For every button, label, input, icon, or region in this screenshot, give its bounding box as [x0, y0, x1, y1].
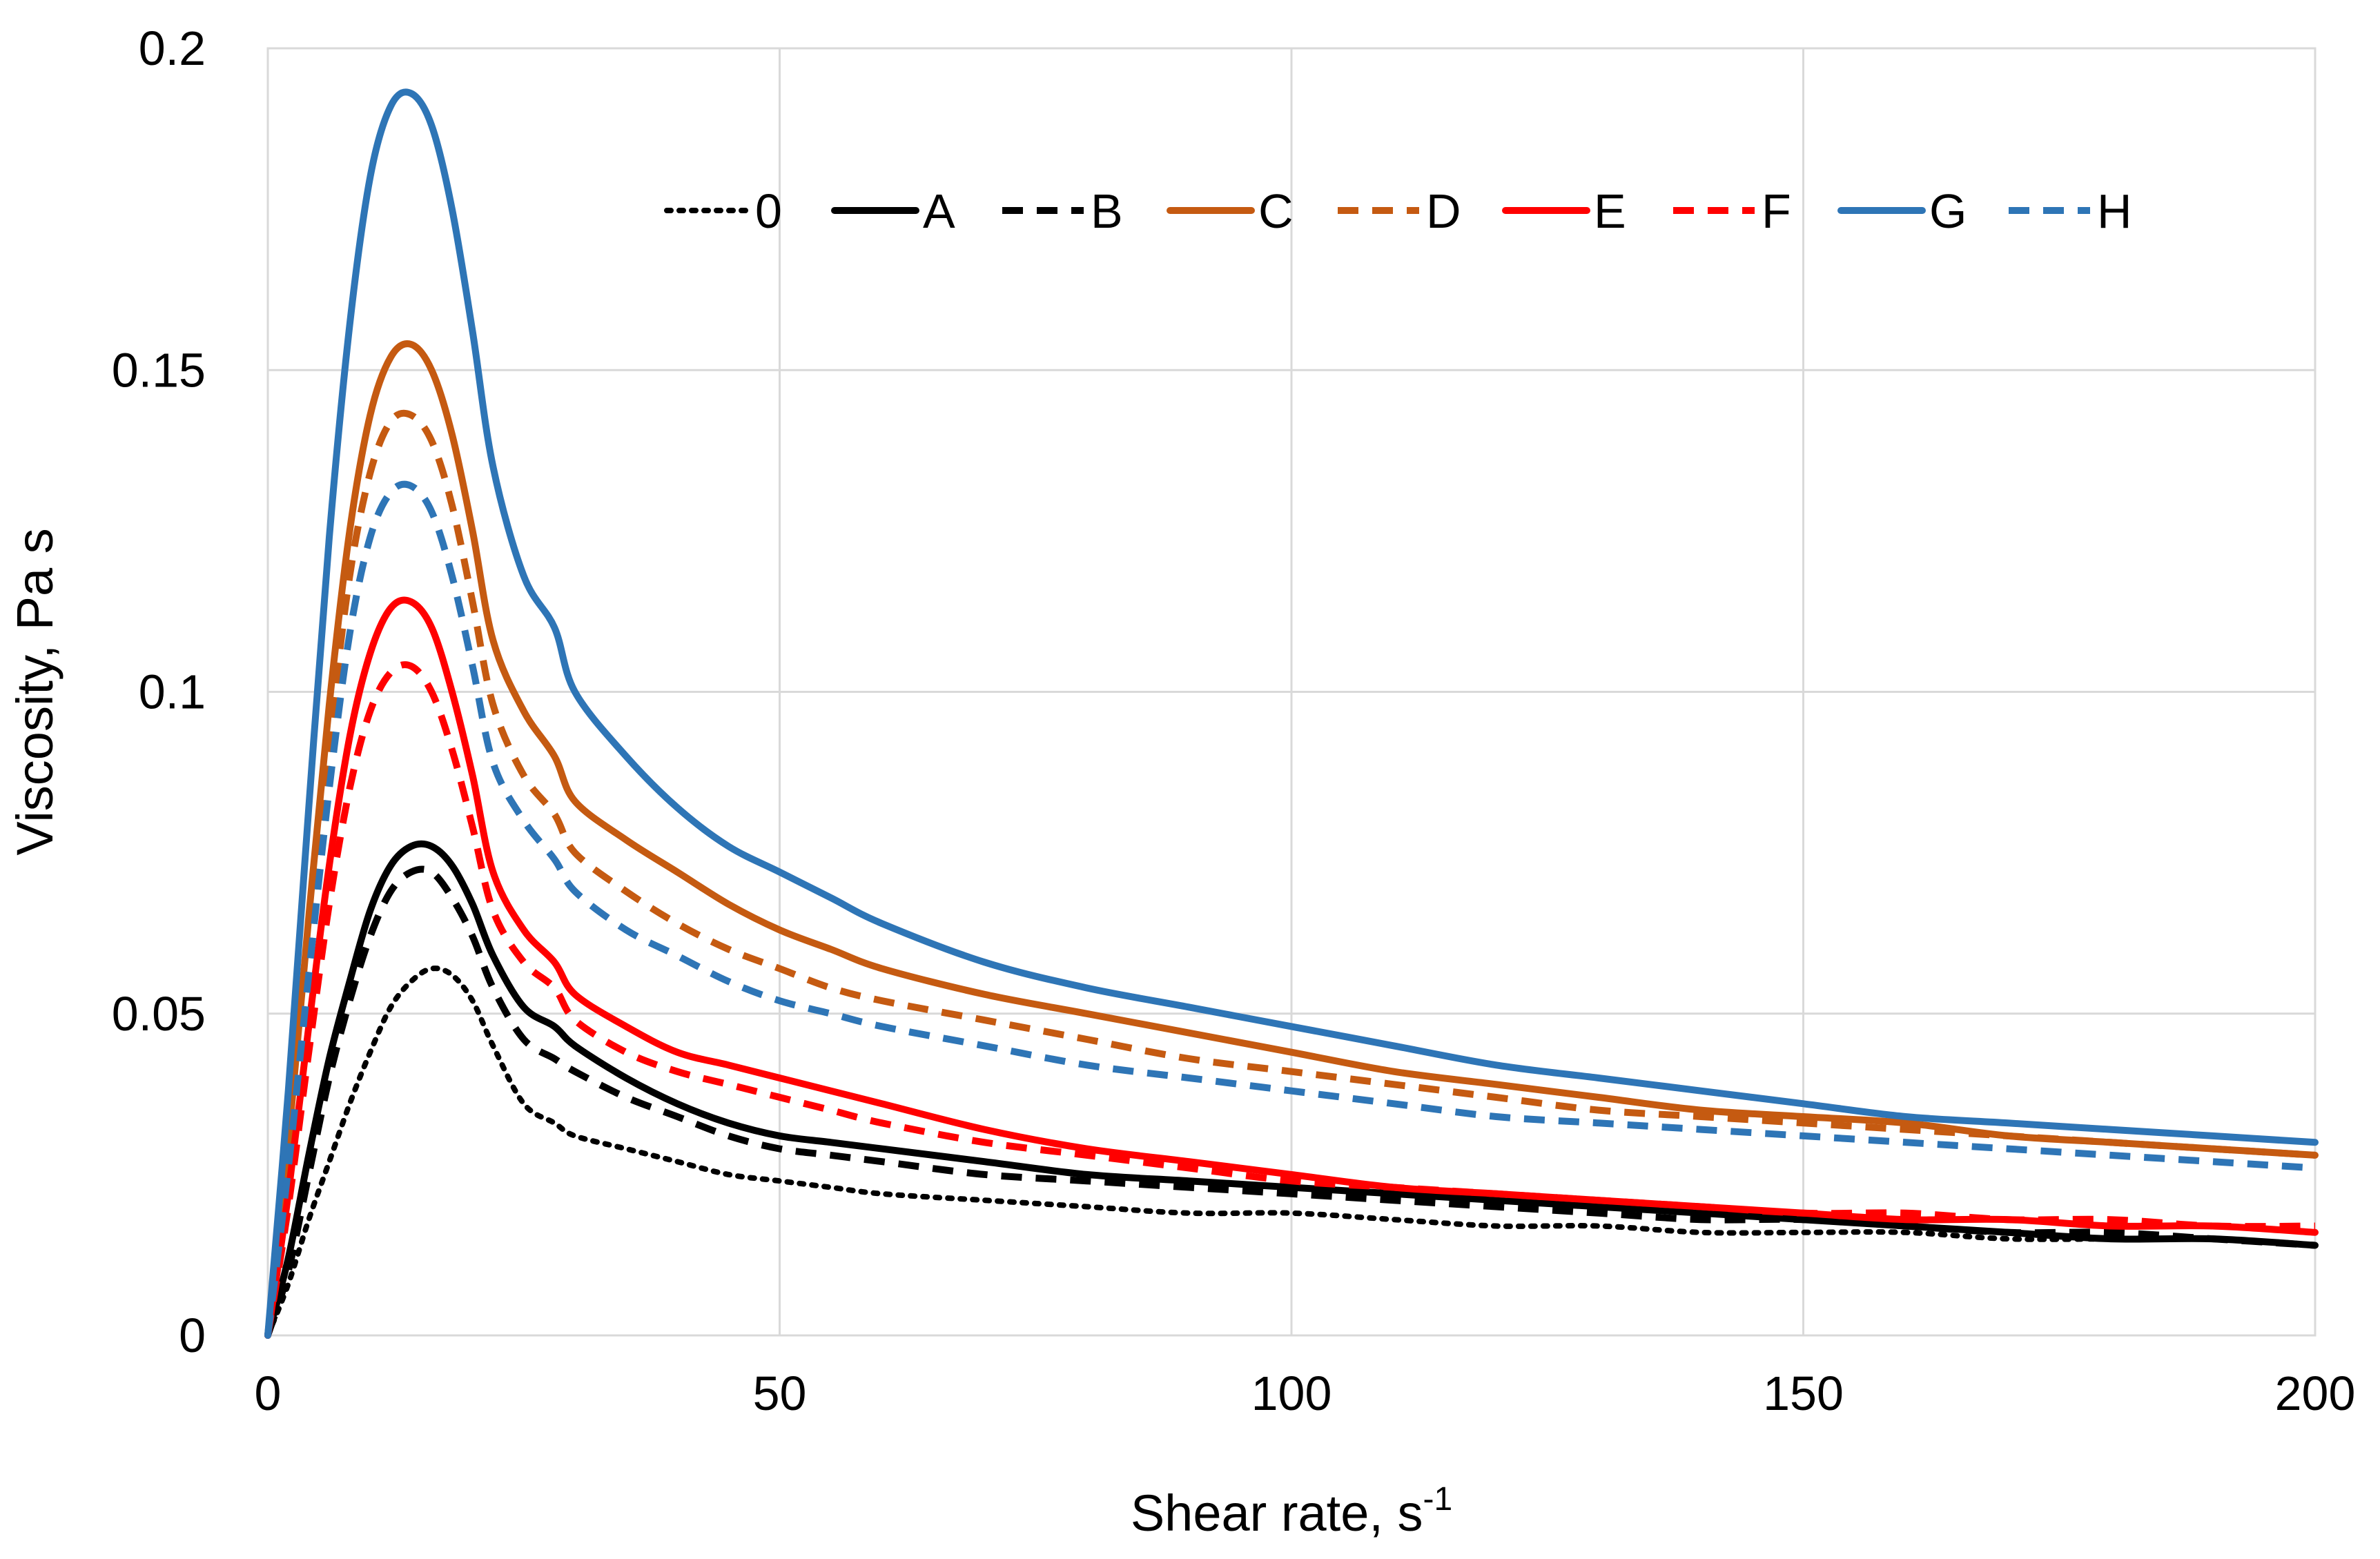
y-tick-label: 0 — [179, 1308, 206, 1362]
legend-label-E: E — [1594, 184, 1626, 238]
legend-label-A: A — [923, 184, 955, 238]
series-lines — [264, 88, 2319, 1339]
y-axis-title: Viscosity, Pa s — [6, 528, 64, 855]
y-tick-label: 0.05 — [112, 987, 206, 1041]
legend-label-B: B — [1091, 184, 1123, 238]
legend-label-F: F — [1762, 184, 1791, 238]
series-line-E — [264, 596, 2319, 1339]
legend-label-G: G — [1929, 184, 1967, 238]
legend-label-H: H — [2097, 184, 2132, 238]
legend-label-C: C — [1258, 184, 1294, 238]
x-axis-title-text: Shear rate, s — [1131, 1484, 1423, 1542]
legend-label-D: D — [1426, 184, 1461, 238]
x-axis-title: Shear rate, s-1 — [1131, 1481, 1452, 1542]
y-tick-label: 0.2 — [139, 21, 206, 75]
y-tick-label: 0.15 — [112, 343, 206, 397]
series-line-B — [264, 865, 2316, 1337]
legend: 0 A B C D E F G H — [664, 184, 2132, 238]
series-line-0 — [265, 965, 2318, 1338]
x-tick-label: 50 — [753, 1366, 807, 1420]
x-tick-label: 100 — [1251, 1366, 1332, 1420]
series-line-F — [264, 661, 2316, 1336]
series-line-C — [264, 340, 2319, 1339]
x-tick-label: 200 — [2275, 1366, 2356, 1420]
x-axis-ticks: 0 50 100 150 200 — [255, 1366, 2356, 1420]
legend-label-0: 0 — [755, 184, 782, 238]
x-tick-label: 150 — [1763, 1366, 1844, 1420]
y-axis-ticks: 0 0.05 0.1 0.15 0.2 — [112, 21, 206, 1362]
series-line-D — [264, 409, 2316, 1336]
series-line-H — [264, 480, 2316, 1336]
series-line-G — [264, 88, 2319, 1339]
y-tick-label: 0.1 — [139, 665, 206, 719]
x-axis-title-superscript: -1 — [1423, 1481, 1452, 1518]
x-tick-label: 0 — [255, 1366, 282, 1420]
